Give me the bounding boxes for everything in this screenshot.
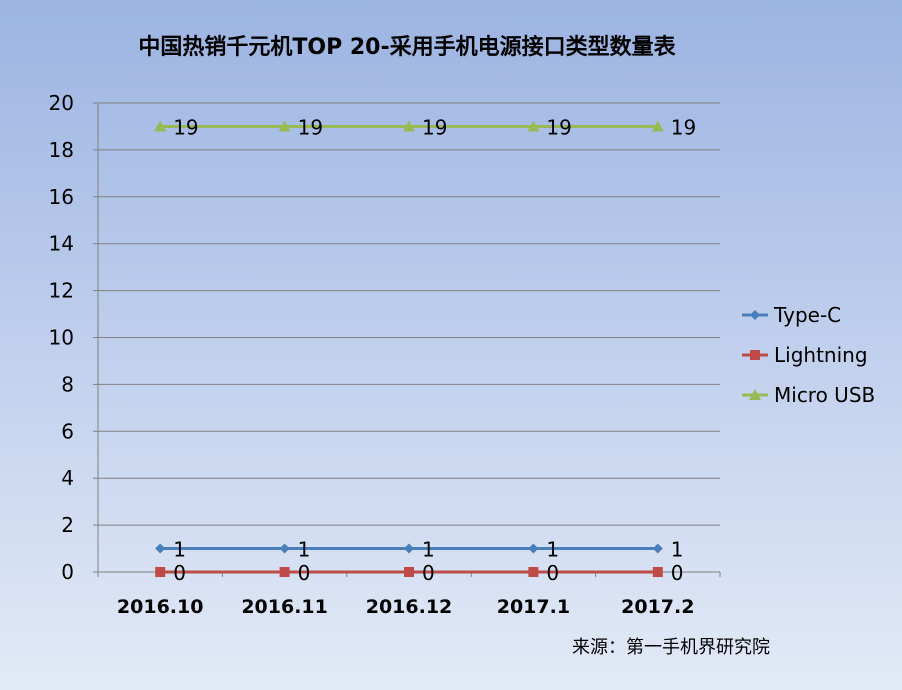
data-label: 1 [671,538,684,562]
gridlines [98,102,720,526]
legend-marker [750,310,760,320]
data-label: 19 [173,115,198,139]
x-tick-label: 2017.1 [497,596,570,618]
data-label: 0 [546,561,559,585]
data-point [404,567,414,577]
data-label: 0 [298,561,311,585]
y-tick-label: 14 [49,232,74,256]
legend-label: Type-C [773,303,841,327]
y-tick-label: 2 [61,513,74,537]
series-lightning: 0 0 0 0 0 [155,561,684,585]
x-tick-label: 2017.2 [621,596,694,618]
legend-item: Lightning [742,343,868,367]
data-point [278,120,291,132]
data-point [528,543,539,554]
data-point [652,567,663,577]
y-tick-label: 0 [61,560,74,584]
y-axis-tick-labels: 0 2 4 6 8 10 12 14 16 18 20 [49,91,74,584]
series-type-c: 1 1 1 1 1 [155,538,684,562]
data-point [527,120,540,132]
y-tick-label: 4 [61,466,74,490]
data-point [279,567,290,577]
data-label: 19 [422,115,447,139]
data-label: 19 [298,115,323,139]
data-point [652,543,663,554]
data-point [279,543,290,554]
data-point [155,543,166,554]
data-label: 1 [546,538,559,562]
y-tick-label: 12 [49,279,74,303]
legend-item: Type-C [742,303,841,327]
axes [93,102,721,577]
legend-item: Micro USB [742,383,875,407]
data-point [154,120,167,132]
legend-label: Micro USB [774,383,875,407]
data-label: 1 [422,538,435,562]
x-tick-label: 2016.11 [241,596,328,618]
y-tick-label: 16 [49,185,74,209]
legend-marker [750,350,760,360]
data-point [528,567,539,577]
chart-title: 中国热销千元机TOP 20-采用手机电源接口类型数量表 [138,34,676,60]
y-tick-label: 8 [61,372,74,396]
legend: Type-C Lightning Micro USB [742,303,875,407]
data-label: 1 [173,538,186,562]
y-tick-label: 20 [49,91,74,115]
y-tick-label: 10 [49,326,74,350]
data-label: 19 [546,115,571,139]
data-point [651,120,664,132]
series-micro-usb: 19 19 19 19 19 [154,115,696,139]
legend-marker [749,389,761,400]
legend-label: Lightning [774,343,868,367]
data-point [155,567,166,577]
data-label: 0 [173,561,186,585]
x-tick-label: 2016.10 [117,596,204,618]
data-label: 0 [422,561,435,585]
series-group: 1 1 1 1 10 0 0 0 019 19 19 19 19 [154,115,696,585]
y-tick-label: 18 [49,138,74,162]
y-tick-label: 6 [61,419,74,443]
data-label: 19 [671,115,696,139]
data-point [404,543,414,554]
chart-source-note: 来源：第一手机界研究院 [572,637,770,658]
data-label: 1 [298,538,311,562]
data-label: 0 [671,561,684,585]
data-point [403,120,415,132]
x-tick-label: 2016.12 [366,596,453,618]
x-axis-tick-labels: 2016.10 2016.11 2016.12 2017.1 2017.2 [117,596,695,618]
